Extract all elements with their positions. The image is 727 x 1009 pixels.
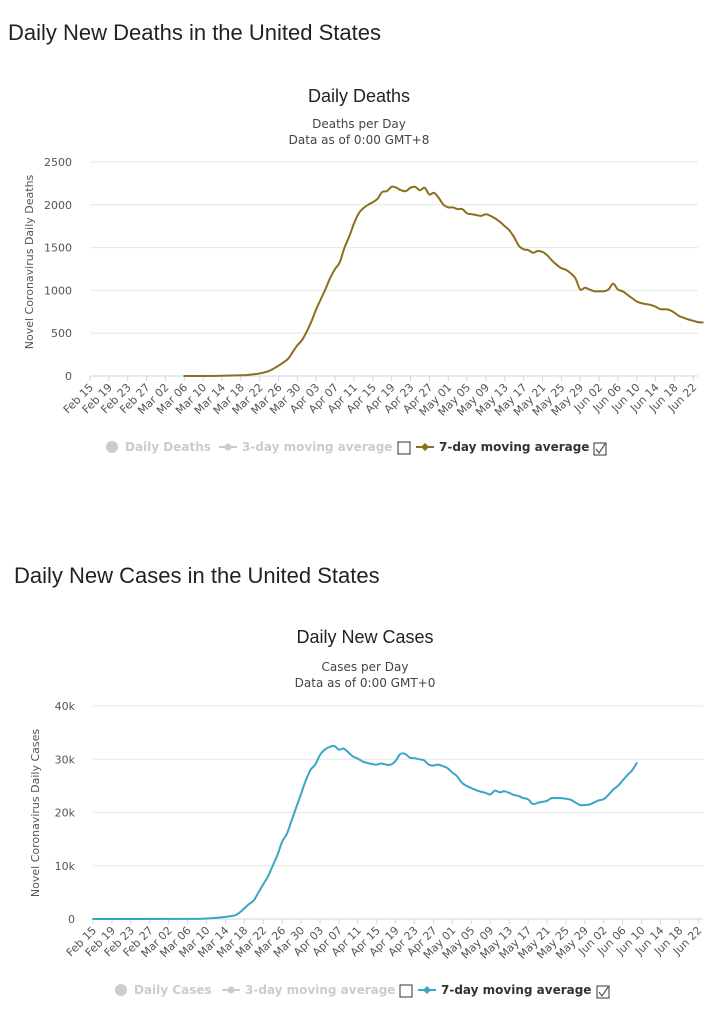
legend-daily-deaths[interactable]: Daily Deaths xyxy=(125,440,211,454)
y-tick-label: 0 xyxy=(68,913,75,926)
y-tick-label: 2000 xyxy=(44,199,72,212)
y-tick-label: 500 xyxy=(51,327,72,340)
legend-7day-marker xyxy=(423,986,431,994)
daily-cases-chart: Daily New Cases Cases per Day Data as of… xyxy=(29,627,704,999)
checkmark-icon xyxy=(598,986,609,998)
chart-title: Daily Deaths xyxy=(308,86,410,106)
chart-subtitle-2: Data as of 0:00 GMT+8 xyxy=(289,133,430,147)
legend-3day-checkbox[interactable] xyxy=(397,441,411,455)
legend-3day-marker xyxy=(224,443,232,451)
deaths-section-heading: Daily New Deaths in the United States xyxy=(8,20,381,45)
y-axis-label: Novel Coronavirus Daily Deaths xyxy=(23,174,36,349)
y-tick-label: 20k xyxy=(55,807,76,820)
legend-3day-checkbox[interactable] xyxy=(399,984,413,998)
y-tick-label: 0 xyxy=(65,370,72,383)
legend-7day-marker xyxy=(421,443,429,451)
legend-daily-marker xyxy=(106,441,118,453)
y-tick-label: 2500 xyxy=(44,156,72,169)
y-axis-label: Novel Coronavirus Daily Cases xyxy=(29,729,42,897)
y-tick-label: 10k xyxy=(55,860,76,873)
legend: Daily Cases 3-day moving average 7-day m… xyxy=(115,983,610,999)
chart-subtitle-2: Data as of 0:00 GMT+0 xyxy=(295,676,436,690)
legend-3day-average[interactable]: 3-day moving average xyxy=(245,983,395,997)
legend-7day-average[interactable]: 7-day moving average xyxy=(441,983,591,997)
legend-3day-average[interactable]: 3-day moving average xyxy=(242,440,392,454)
series-lines xyxy=(92,744,638,920)
chart-subtitle-1: Cases per Day xyxy=(322,660,409,674)
chart-subtitle-1: Deaths per Day xyxy=(312,117,406,131)
y-tick-labels: 0 500 1000 1500 2000 2500 xyxy=(44,156,72,383)
chart-title: Daily New Cases xyxy=(296,627,433,647)
y-tick-labels: 0 10k 20k 30k 40k xyxy=(55,700,76,926)
y-grid xyxy=(93,705,703,920)
legend-7day-average[interactable]: 7-day moving average xyxy=(439,440,589,454)
y-grid xyxy=(90,161,698,377)
checkmark-icon xyxy=(595,443,606,455)
y-tick-label: 1500 xyxy=(44,242,72,255)
daily-deaths-chart: Daily Deaths Deaths per Day Data as of 0… xyxy=(23,86,704,456)
y-tick-label: 30k xyxy=(55,753,76,766)
y-tick-label: 40k xyxy=(55,700,76,713)
legend: Daily Deaths 3-day moving average 7-day … xyxy=(106,440,607,456)
cases-section-heading: Daily New Cases in the United States xyxy=(14,563,380,588)
legend-daily-marker xyxy=(115,984,127,996)
series-line-7day-average[interactable] xyxy=(92,744,638,920)
legend-daily-cases[interactable]: Daily Cases xyxy=(134,983,212,997)
y-tick-label: 1000 xyxy=(44,284,72,297)
series-lines xyxy=(183,185,704,377)
legend-3day-marker xyxy=(227,986,235,994)
series-line-7day-average[interactable] xyxy=(183,185,704,377)
